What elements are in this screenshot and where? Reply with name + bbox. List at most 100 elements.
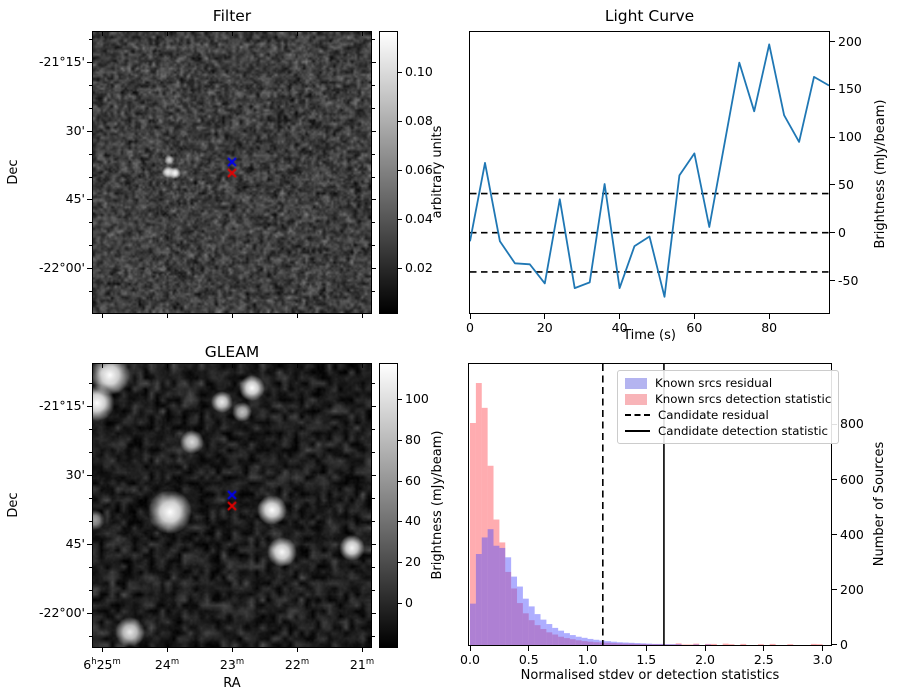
histogram-ytick-label: 200 [840, 581, 864, 597]
hist-bar-detection [663, 644, 670, 645]
hist-bar-residual [487, 529, 494, 645]
hist-bar-detection [710, 643, 717, 645]
hist-bar-residual [646, 643, 653, 645]
filter-ytick-minor-right [372, 244, 375, 246]
light-curve-ytick [830, 88, 835, 90]
gleam-colorbar-tick-label: 20 [405, 554, 421, 569]
hist-bar-detection [569, 639, 576, 645]
gleam-colorbar [379, 363, 398, 648]
hist-bar-detection [634, 643, 641, 645]
hist-bar-residual [522, 598, 529, 645]
hist-bar-detection [522, 613, 529, 645]
filter-colorbar-tick-label: 0.04 [405, 211, 433, 226]
hist-bar-detection [587, 641, 594, 645]
hist-bar-detection [616, 643, 623, 645]
legend-dashed-line-icon [625, 414, 650, 416]
hist-bar-detection [546, 632, 553, 645]
light-curve-xtick-label: 40 [611, 320, 628, 335]
hist-bar-residual [540, 619, 547, 645]
hist-bar-detection [528, 620, 535, 645]
histogram-xtick-label: 2.0 [695, 652, 715, 667]
gleam-ytick-label: -21°15' [38, 398, 85, 413]
gleam-ytick-left [87, 474, 92, 476]
light-curve-xtick [469, 314, 471, 319]
gleam-ytick-minor [89, 451, 92, 453]
hist-bar-detection [534, 625, 541, 645]
hist-bar-detection [505, 571, 512, 645]
hist-bar-detection [675, 643, 682, 645]
gleam-ytick-minor-right [372, 382, 375, 384]
hist-bar-detection [687, 644, 694, 645]
histogram-xtick [763, 646, 765, 651]
filter-ytick-left [87, 130, 92, 132]
hist-bar-detection [810, 643, 817, 645]
hist-bar-detection [499, 542, 506, 645]
hist-bar-residual [593, 639, 600, 645]
histogram-xtick [704, 646, 706, 651]
hist-bar-detection [787, 644, 794, 645]
histogram-xtick-label: 1.0 [577, 652, 598, 667]
histogram-xtick [469, 646, 471, 651]
hist-bar-detection [470, 423, 476, 645]
hist-bar-residual [652, 643, 659, 645]
gleam-ytick-left [87, 405, 92, 407]
hist-bar-detection [646, 644, 653, 645]
hist-bar-residual [616, 642, 623, 645]
histogram-ytick-label: 800 [840, 416, 864, 432]
hist-bar-detection [575, 640, 582, 645]
filter-colorbar-tick-label: 0.02 [405, 260, 433, 275]
hist-bar-residual [581, 637, 588, 645]
gleam-ytick-right [372, 612, 376, 614]
hist-bar-residual [675, 644, 682, 645]
hist-bar-detection [628, 643, 635, 645]
light-curve-line [470, 43, 829, 298]
histogram-xtick [587, 646, 589, 651]
filter-colorbar-tick [398, 120, 402, 122]
histogram-plot [470, 364, 823, 645]
light-curve-axes-box [469, 31, 830, 314]
filter-colorbar [379, 31, 398, 314]
gleam-ytick-minor [89, 589, 92, 591]
gleam-ytick-right [372, 543, 376, 545]
histogram-xtick [528, 646, 530, 651]
gleam-xtick-top [231, 364, 233, 368]
filter-ytick-left [87, 61, 92, 63]
histogram-xtick-label: 0.5 [518, 652, 539, 667]
light-curve-xtick-label: 20 [536, 320, 553, 335]
filter-xtick-top [231, 32, 233, 36]
gleam-xtick-label: 22m [284, 657, 310, 673]
light-curve-ytick-label: 100 [838, 129, 862, 145]
legend-label: Known srcs residual [655, 376, 773, 390]
light-curve-ytick-label: 150 [838, 81, 862, 97]
filter-xtick-top [101, 32, 103, 36]
histogram-xtick-label: 1.5 [636, 652, 657, 667]
filter-ytick-label: -22°00' [38, 260, 85, 275]
filter-ytick-minor [89, 221, 92, 223]
filter-ytick-right [372, 61, 376, 63]
filter-title: Filter [212, 7, 252, 25]
gleam-xtick-label: 24m [154, 657, 180, 673]
gleam-colorbar-tick [398, 480, 402, 482]
filter-colorbar-tick [398, 267, 402, 269]
filter-ytick-minor [89, 290, 92, 292]
gleam-ytick-minor-right [372, 451, 375, 453]
gleam-ytick-minor-right [372, 428, 375, 430]
filter-axes-box [92, 31, 372, 314]
hist-bar-residual [605, 641, 612, 645]
histogram-axes-box [468, 363, 832, 646]
filter-colorbar-tick [398, 169, 402, 171]
gleam-colorbar-tick-label: 60 [405, 473, 421, 488]
gleam-ytick-minor [89, 497, 92, 499]
filter-colorbar-tick [398, 218, 402, 220]
gleam-ytick-minor-right [372, 589, 375, 591]
gleam-xtick-bottom [296, 648, 298, 652]
light-curve-ytick-label: 50 [838, 176, 854, 192]
hist-bar-detection [693, 643, 700, 645]
filter-ytick-minor [89, 244, 92, 246]
hist-bar-detection [705, 643, 711, 645]
hist-bar-residual [628, 642, 635, 645]
filter-ytick-minor [89, 107, 92, 109]
legend-patch-icon [625, 393, 647, 405]
filter-colorbar-tick-label: 0.08 [405, 113, 433, 128]
